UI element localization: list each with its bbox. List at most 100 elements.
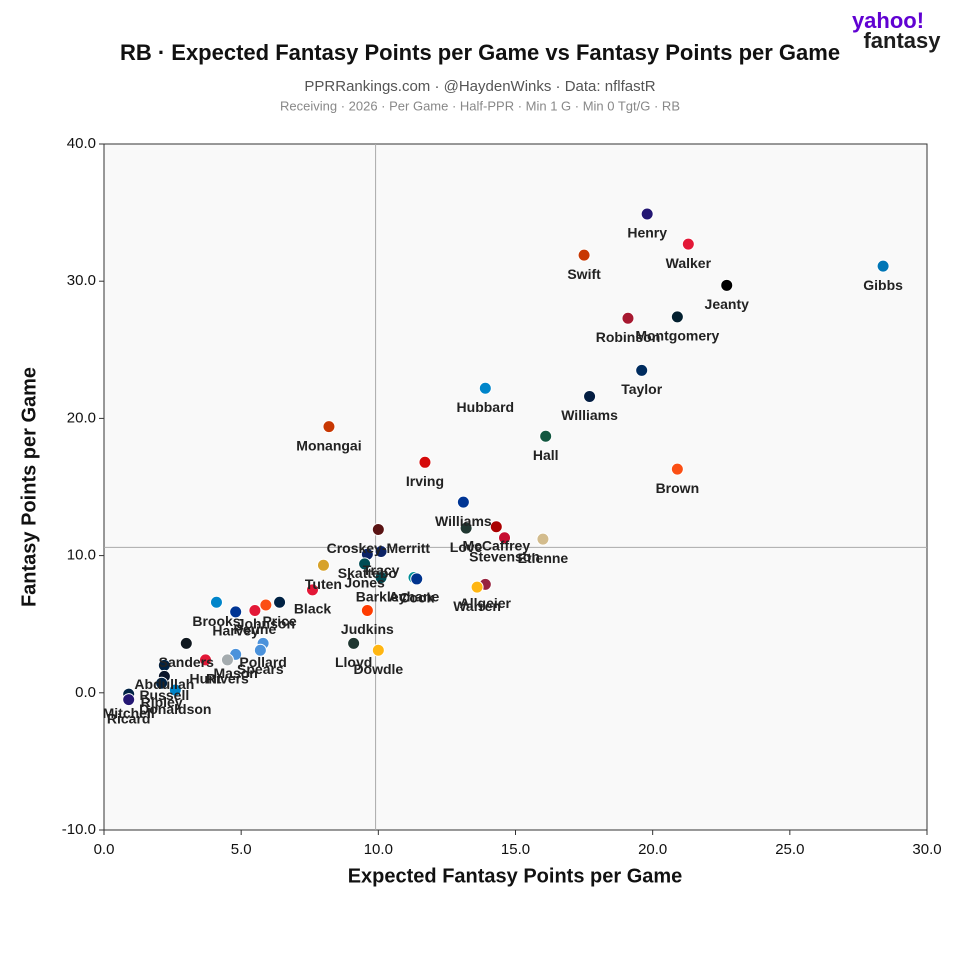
point-label: Dowdle <box>353 661 403 677</box>
point <box>470 580 484 594</box>
point-label: Pollard <box>239 654 286 670</box>
point-label: Ripley <box>141 694 183 710</box>
point <box>371 523 385 537</box>
point-label: Williams <box>561 407 618 423</box>
point-label: Rivers <box>206 671 249 687</box>
point-label: Harvey <box>212 623 259 639</box>
point <box>418 455 432 469</box>
point-label: Monangai <box>296 437 361 453</box>
x-tick-label: 10.0 <box>364 841 393 858</box>
point-label: McCaffrey <box>462 537 530 553</box>
point-label: Swift <box>567 266 601 282</box>
point-label: Skattebo <box>338 565 397 581</box>
point <box>305 583 319 597</box>
point-label: Brown <box>656 480 700 496</box>
point <box>360 603 374 617</box>
y-tick-label: 20.0 <box>67 409 96 426</box>
point-label: Tuten <box>305 576 342 592</box>
brand-yahoo: yahoo! <box>852 8 924 33</box>
point <box>253 643 267 657</box>
x-tick-label: 25.0 <box>775 841 804 858</box>
x-tick-label: 5.0 <box>231 841 252 858</box>
y-tick-label: 40.0 <box>67 135 96 152</box>
chart-subtitle-2: Receiving · 2026 · Per Game · Half-PPR ·… <box>280 98 680 113</box>
x-tick-label: 20.0 <box>638 841 667 858</box>
point <box>374 544 388 558</box>
point <box>621 311 635 325</box>
x-tick-label: 15.0 <box>501 841 530 858</box>
point-label: Jeanty <box>705 296 750 312</box>
point-label: Achane <box>389 588 440 604</box>
point <box>229 605 243 619</box>
point-label: Henry <box>627 225 667 241</box>
point <box>179 636 193 650</box>
point <box>347 636 361 650</box>
x-axis-label: Expected Fantasy Points per Game <box>348 865 683 887</box>
y-tick-label: 0.0 <box>75 684 96 701</box>
point-label: Hubbard <box>457 399 515 415</box>
point <box>358 557 372 571</box>
point <box>876 259 890 273</box>
point-label: Brooks <box>192 613 240 629</box>
point <box>155 676 169 690</box>
point <box>670 310 684 324</box>
point-label: Etienne <box>518 550 569 566</box>
point-label: Barkley <box>356 588 407 604</box>
point <box>199 653 213 667</box>
point-label: Jones <box>344 575 385 591</box>
y-axis-label: Fantasy Points per Game <box>18 367 40 607</box>
point-label: Judkins <box>341 621 394 637</box>
x-tick-label: 0.0 <box>94 841 115 858</box>
point <box>536 532 550 546</box>
point <box>720 278 734 292</box>
point <box>410 572 424 586</box>
point <box>539 429 553 443</box>
point <box>273 595 287 609</box>
y-tick-label: 30.0 <box>67 272 96 289</box>
point-label: Walker <box>666 255 712 271</box>
point-label: Robinson <box>596 329 661 345</box>
point-label: Sanders <box>159 654 214 670</box>
point-label: Taylor <box>621 381 663 397</box>
plot-area <box>103 143 928 831</box>
point <box>635 363 649 377</box>
point-label: Abdullah <box>134 676 194 692</box>
point <box>498 531 512 545</box>
point-label: Croskey-Merritt <box>327 540 431 556</box>
point <box>456 495 470 509</box>
point <box>640 207 654 221</box>
point-label: Love <box>450 539 483 555</box>
point <box>459 521 473 535</box>
point-label: Perine <box>233 621 276 637</box>
point <box>371 643 385 657</box>
point <box>583 389 597 403</box>
point <box>248 603 262 617</box>
point-label: Mitchell <box>103 705 155 721</box>
point-label: Lloyd <box>335 654 372 670</box>
point <box>122 693 136 707</box>
point-label: Russell <box>139 687 189 703</box>
point-label: Johnson <box>237 616 295 632</box>
point <box>316 558 330 572</box>
point <box>322 420 336 434</box>
point-label: Donaldson <box>139 701 211 717</box>
point-label: Black <box>294 601 332 617</box>
point-label: Montgomery <box>635 328 719 344</box>
point-label: Irving <box>406 473 444 489</box>
point-label: Tracy <box>363 562 400 578</box>
point <box>670 462 684 476</box>
point-label: Hunt <box>190 671 222 687</box>
point <box>577 248 591 262</box>
point <box>374 571 388 585</box>
point-label: Spears <box>237 661 284 677</box>
point-label: Williams <box>435 513 492 529</box>
point-label: Gibbs <box>863 277 903 293</box>
point <box>681 237 695 251</box>
point-label: Warren <box>453 598 501 614</box>
point <box>478 381 492 395</box>
y-tick-label: 10.0 <box>67 547 96 564</box>
point-label: Mason <box>214 665 258 681</box>
point-label: Price <box>262 613 296 629</box>
point-label: Cook <box>399 590 434 606</box>
